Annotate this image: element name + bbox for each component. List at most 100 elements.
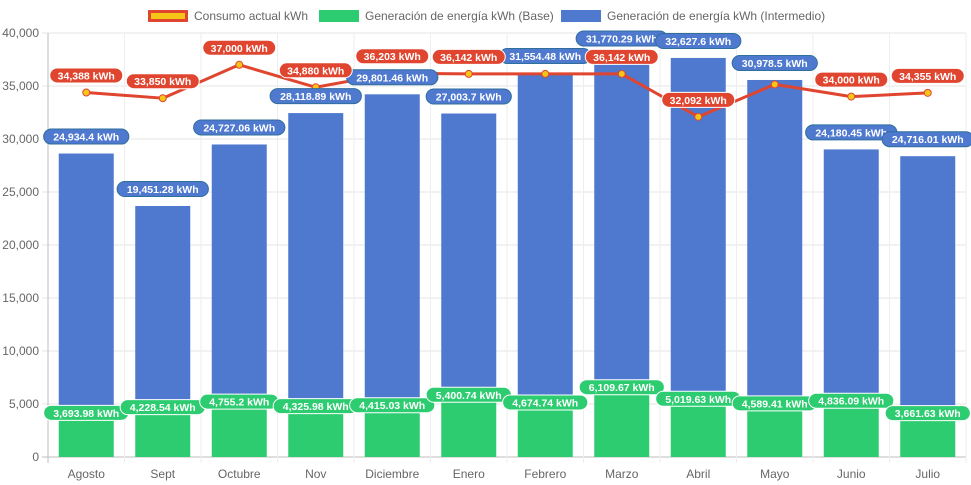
bar-base[interactable] bbox=[288, 411, 344, 457]
base-data-label: 4,674.74 kWh bbox=[512, 397, 578, 409]
bar-intermedio[interactable] bbox=[900, 156, 956, 419]
consumo-data-label: 34,000 kWh bbox=[823, 75, 880, 87]
consumo-point[interactable] bbox=[464, 69, 473, 78]
y-tick-label: 35,000 bbox=[2, 79, 39, 93]
base-data-label: 3,661.63 kWh bbox=[895, 408, 961, 420]
base-data-label: 3,693.98 kWh bbox=[53, 408, 119, 420]
intermedio-data-label: 24,180.45 kWh bbox=[815, 127, 887, 139]
legend-item-consumo[interactable]: Consumo actual kWh bbox=[148, 6, 308, 26]
base-data-label-bg bbox=[578, 379, 665, 396]
consumo-point[interactable] bbox=[847, 92, 856, 101]
intermedio-data-label-bg bbox=[425, 88, 512, 105]
bar-base[interactable] bbox=[594, 392, 650, 457]
intermedio-data-label: 31,770.29 kWh bbox=[586, 33, 658, 45]
x-tick-label: Octubre bbox=[218, 467, 261, 481]
consumo-data-label: 33,850 kWh bbox=[134, 76, 191, 88]
legend-swatch-consumo bbox=[148, 10, 188, 22]
base-data-label: 4,589.41 kWh bbox=[742, 398, 808, 410]
bar-base[interactable] bbox=[517, 407, 573, 457]
consumo-data-label: 36,142 kWh bbox=[440, 52, 497, 64]
consumo-data-label: 34,388 kWh bbox=[58, 70, 115, 82]
y-tick-label: 25,000 bbox=[2, 185, 39, 199]
base-data-label-bg bbox=[808, 392, 895, 409]
legend-label-consumo: Consumo actual kWh bbox=[194, 9, 309, 23]
bar-base[interactable] bbox=[135, 412, 191, 457]
y-tick-label: 15,000 bbox=[2, 291, 39, 305]
bar-base[interactable] bbox=[58, 417, 114, 457]
y-tick-label: 10,000 bbox=[2, 344, 39, 358]
bar-base[interactable] bbox=[211, 406, 267, 457]
x-tick-label: Julio bbox=[915, 467, 940, 481]
bar-intermedio[interactable] bbox=[135, 205, 191, 413]
intermedio-data-label: 19,451.28 kWh bbox=[127, 184, 199, 196]
bar-base[interactable] bbox=[747, 408, 803, 457]
intermedio-data-label: 24,934.4 kWh bbox=[53, 132, 119, 144]
consumo-line bbox=[86, 63, 928, 119]
consumo-data-label-bg bbox=[584, 48, 659, 65]
intermedio-data-label-bg bbox=[731, 54, 818, 71]
bar-base[interactable] bbox=[900, 418, 956, 457]
legend-label-intermedio: Generación de energía kWh (Intermedio) bbox=[607, 9, 826, 23]
consumo-data-label: 34,880 kWh bbox=[287, 65, 344, 77]
y-tick-label: 20,000 bbox=[2, 238, 39, 252]
bar-intermedio[interactable] bbox=[211, 144, 267, 407]
x-tick-label: Mayo bbox=[760, 467, 790, 481]
consumo-data-label-bg bbox=[355, 48, 430, 65]
legend-item-intermedio[interactable]: Generación de energía kWh (Intermedio) bbox=[561, 6, 825, 26]
bar-base[interactable] bbox=[823, 405, 879, 457]
x-tick-label: Marzo bbox=[605, 467, 639, 481]
consumo-data-label: 36,142 kWh bbox=[593, 52, 650, 64]
bar-intermedio[interactable] bbox=[441, 113, 497, 400]
x-tick-label: Febrero bbox=[524, 467, 566, 481]
base-data-label: 6,109.67 kWh bbox=[589, 382, 655, 394]
consumo-data-label: 34,355 kWh bbox=[899, 71, 956, 83]
consumo-point[interactable] bbox=[770, 80, 779, 89]
consumo-data-label-bg bbox=[431, 48, 506, 65]
consumo-point[interactable] bbox=[923, 88, 932, 97]
base-data-label: 5,400.74 kWh bbox=[436, 390, 502, 402]
base-data-label: 4,415.03 kWh bbox=[359, 400, 425, 412]
bar-intermedio[interactable] bbox=[823, 149, 879, 406]
consumo-point[interactable] bbox=[617, 69, 626, 78]
consumo-point[interactable] bbox=[158, 94, 167, 103]
bar-base[interactable] bbox=[670, 403, 726, 457]
consumo-data-label-bg bbox=[814, 71, 889, 88]
x-tick-label: Nov bbox=[305, 467, 326, 481]
bar-intermedio[interactable] bbox=[594, 55, 650, 393]
base-data-label: 4,755.2 kWh bbox=[209, 397, 269, 409]
bar-intermedio[interactable] bbox=[288, 113, 344, 412]
consumo-data-label-bg bbox=[278, 62, 353, 79]
intermedio-data-label-bg bbox=[193, 119, 286, 136]
consumo-data-label: 32,092 kWh bbox=[670, 95, 727, 107]
consumo-data-label-bg bbox=[125, 73, 200, 90]
consumo-data-label-bg bbox=[661, 91, 736, 108]
intermedio-data-label-bg bbox=[269, 88, 362, 105]
intermedio-data-label-bg bbox=[116, 180, 209, 197]
consumo-data-label-bg bbox=[202, 39, 277, 56]
bar-intermedio[interactable] bbox=[517, 72, 573, 408]
x-tick-label: Junio bbox=[837, 467, 866, 481]
intermedio-data-label: 28,118.89 kWh bbox=[280, 91, 351, 103]
bar-base[interactable] bbox=[364, 410, 420, 457]
x-tick-label: Agosto bbox=[68, 467, 106, 481]
consumo-point[interactable] bbox=[82, 88, 91, 97]
consumo-point[interactable] bbox=[694, 112, 703, 121]
base-data-label: 4,836.09 kWh bbox=[818, 396, 884, 408]
bar-intermedio[interactable] bbox=[364, 94, 420, 411]
y-tick-label: 30,000 bbox=[2, 132, 39, 146]
bar-intermedio[interactable] bbox=[747, 79, 803, 409]
consumo-point[interactable] bbox=[235, 60, 244, 69]
legend-swatch-base bbox=[319, 10, 359, 22]
intermedio-data-label: 24,716.01 kWh bbox=[892, 134, 964, 146]
y-tick-label: 40,000 bbox=[2, 26, 39, 40]
consumo-data-label-bg bbox=[890, 67, 965, 84]
x-tick-label: Sept bbox=[150, 467, 175, 481]
legend-item-base[interactable]: Generación de energía kWh (Base) bbox=[319, 6, 554, 26]
base-data-label-bg bbox=[349, 397, 436, 414]
intermedio-data-label: 29,801.46 kWh bbox=[356, 72, 428, 84]
bar-base[interactable] bbox=[441, 399, 497, 457]
intermedio-data-label: 30,978.5 kWh bbox=[742, 58, 808, 70]
bar-intermedio[interactable] bbox=[58, 153, 114, 418]
consumo-point[interactable] bbox=[541, 69, 550, 78]
